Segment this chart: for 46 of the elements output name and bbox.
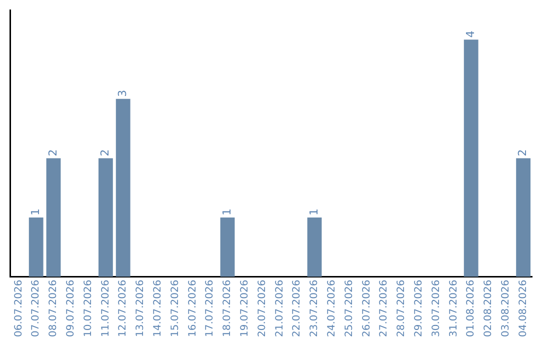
- x-tick-label: 16.07.2026: [187, 280, 198, 338]
- x-tick-label: 23.07.2026: [309, 280, 320, 338]
- x-tick-label: 15.07.2026: [170, 280, 181, 338]
- bar: [516, 158, 531, 277]
- x-tick-label: 11.07.2026: [100, 280, 112, 338]
- x-tick-label: 03.08.2026: [500, 280, 512, 338]
- x-tick-label: 31.07.2026: [448, 280, 460, 338]
- x-tick-label: 27.07.2026: [378, 280, 390, 338]
- x-tick-label: 18.07.2026: [222, 280, 234, 338]
- x-tick-label: 12.07.2026: [118, 280, 129, 338]
- x-tick-label: 09.07.2026: [65, 280, 76, 338]
- x-tick-label: 14.07.2026: [152, 280, 164, 338]
- x-tick-label: 30.07.2026: [430, 280, 442, 338]
- bar: [46, 158, 61, 277]
- data-label: 1: [28, 208, 42, 216]
- x-tick-label: 21.07.2026: [274, 280, 286, 338]
- x-tick-label: 22.07.2026: [292, 280, 303, 338]
- bar: [220, 217, 235, 277]
- bar: [116, 98, 130, 277]
- x-tick-label: 06.07.2026: [13, 280, 24, 338]
- x-tick-label: 10.07.2026: [82, 280, 94, 338]
- bar: [307, 217, 322, 277]
- x-tick-label: 24.07.2026: [326, 280, 338, 338]
- x-tick-label: 17.07.2026: [204, 280, 216, 338]
- x-tick-label: 28.07.2026: [396, 280, 408, 338]
- x-tick-label: 04.08.2026: [518, 280, 529, 338]
- x-tick-label: 26.07.2026: [361, 280, 372, 338]
- x-tick-label: 20.07.2026: [256, 280, 268, 338]
- x-tick-label: 19.07.2026: [239, 280, 250, 338]
- x-tick-label: 13.07.2026: [135, 280, 146, 338]
- data-label: 2: [46, 149, 60, 156]
- x-tick-label: 02.08.2026: [483, 280, 494, 338]
- x-tick-label: 29.07.2026: [413, 280, 424, 338]
- x-tick-label: 25.07.2026: [344, 280, 355, 338]
- data-label: 3: [116, 90, 129, 97]
- x-tick-label: 01.08.2026: [466, 280, 477, 338]
- bar: [464, 40, 478, 277]
- data-label: 4: [464, 30, 477, 38]
- data-label: 1: [220, 208, 234, 216]
- bar: [28, 217, 44, 277]
- data-label: 2: [98, 149, 112, 156]
- x-tick-label: 08.07.2026: [48, 280, 60, 338]
- data-label: 2: [516, 149, 530, 156]
- bar: [98, 158, 113, 277]
- x-tick-label: 07.07.2026: [30, 280, 42, 338]
- data-label: 1: [307, 208, 320, 216]
